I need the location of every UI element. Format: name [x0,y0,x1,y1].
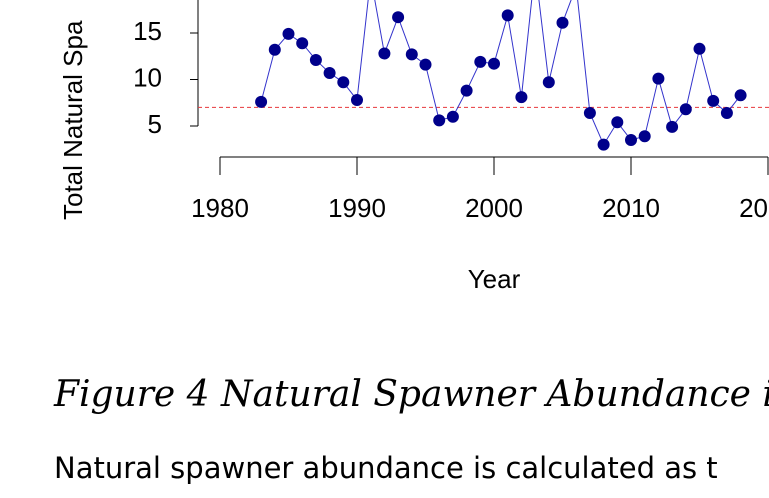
x-tick-label: 1980 [191,193,249,223]
data-point [378,47,391,60]
data-point [433,114,446,127]
data-point [625,133,637,146]
y-tick-label: 5 [148,109,162,139]
data-point [679,103,692,116]
x-tick-label: 2020 [739,193,769,223]
y-axis-title: Total Natural Spa [58,20,88,220]
data-point [597,138,610,151]
data-point [460,84,473,97]
x-tick-label: 2010 [602,193,660,223]
data-point [309,53,322,66]
data-point [652,72,665,85]
data-point [611,116,624,129]
y-tick-label: 10 [133,62,162,92]
data-point [323,66,336,79]
data-point [556,16,569,29]
data-point [419,58,432,71]
data-point [693,42,706,55]
data-point [638,130,651,143]
data-point [446,110,459,123]
x-tick-label: 2000 [465,193,523,223]
data-point [583,106,596,119]
data-point [488,57,500,70]
x-axis-title: Year [468,264,521,294]
data-point [268,43,281,56]
figure-caption: Figure 4 Natural Spawner Abundance in [53,374,769,415]
body-text: Natural spawner abundance is calculated … [54,451,718,485]
data-point [337,76,350,89]
data-point [720,106,733,119]
data-point [282,27,295,40]
data-point [296,37,309,50]
y-tick-label: 15 [133,16,162,46]
data-point [515,91,528,104]
data-point [474,55,487,68]
data-point [392,11,405,24]
data-point [707,94,720,107]
data-point [351,93,363,106]
data-point [255,95,268,108]
data-point [405,48,418,61]
data-point [734,89,747,102]
x-tick-label: 1990 [328,193,386,223]
data-point [542,76,555,89]
data-point [501,9,514,22]
data-point [666,120,679,133]
